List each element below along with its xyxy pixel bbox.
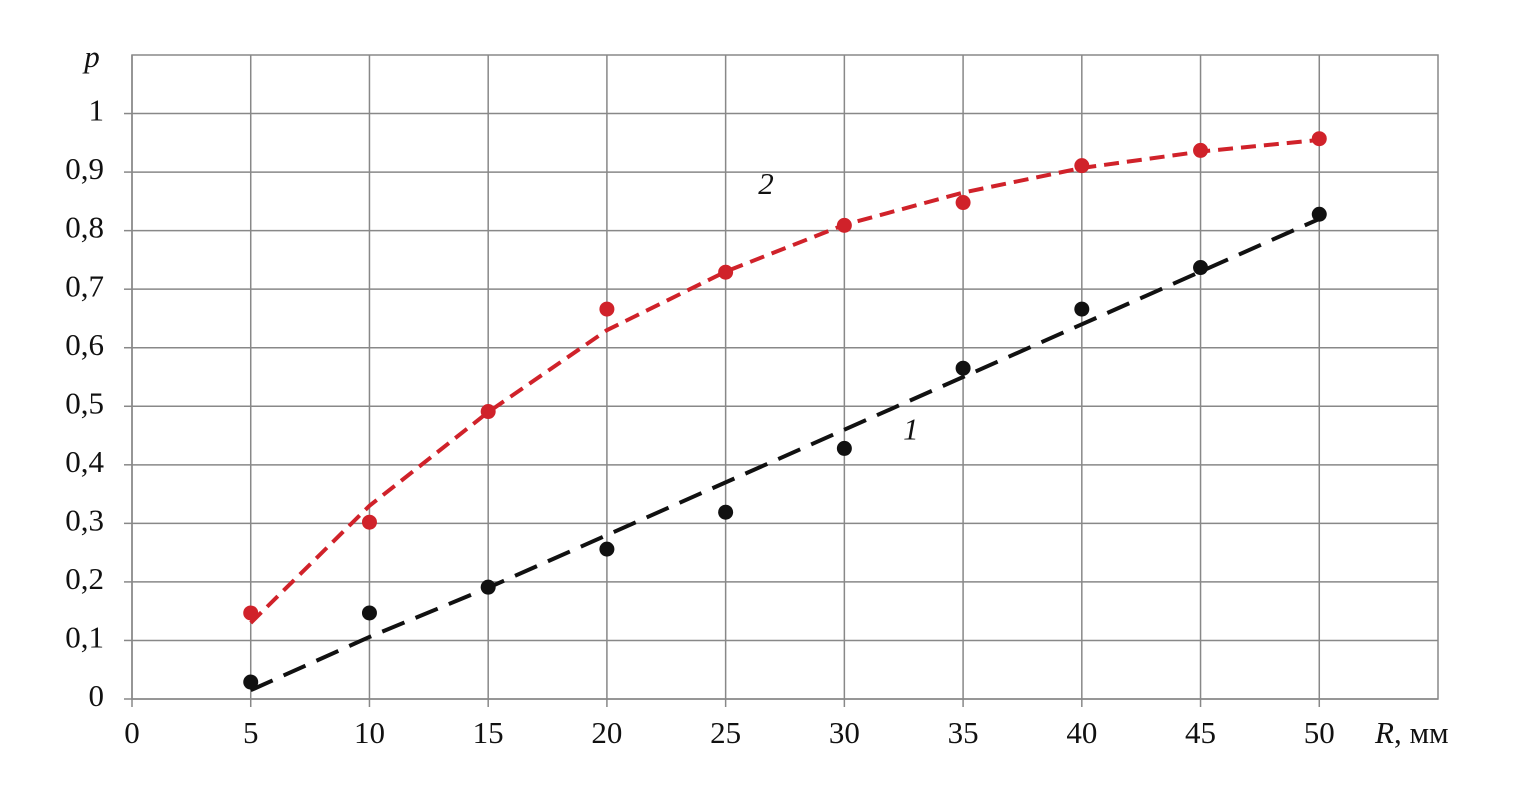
y-tick-label: 0,3 (65, 502, 104, 537)
x-tick-label: 30 (829, 715, 860, 750)
plot-frame (131, 54, 1439, 700)
x-axis-symbol: R (1374, 715, 1394, 750)
x-axis-unit: , мм (1394, 715, 1449, 750)
data-point (1193, 142, 1209, 158)
data-point (1311, 131, 1327, 147)
x-tick-label: 25 (710, 715, 741, 750)
data-point (599, 541, 615, 557)
data-point (361, 605, 377, 621)
trend-line (249, 137, 1320, 625)
data-point (836, 217, 852, 233)
data-point (1193, 260, 1209, 276)
data-point (955, 360, 971, 376)
data-point (243, 674, 259, 690)
y-tick-label: 0,4 (65, 444, 104, 479)
y-tick-label: 0,1 (65, 620, 104, 655)
x-tick-label: 50 (1304, 715, 1335, 750)
x-tick-label: 45 (1185, 715, 1216, 750)
x-tick-label: 15 (473, 715, 504, 750)
data-point (480, 579, 496, 595)
data-point (718, 504, 734, 520)
y-tick-label: 0,7 (65, 268, 104, 303)
y-tick-label: 1 (89, 93, 105, 128)
data-point (836, 440, 852, 456)
y-tick-label: 0,9 (65, 151, 104, 186)
data-point (955, 195, 971, 211)
annotation: 2 (758, 166, 774, 201)
data-point (361, 514, 377, 530)
x-tick-label: 5 (243, 715, 259, 750)
y-tick-label: 0,5 (65, 385, 104, 420)
data-point (480, 404, 496, 420)
data-point (1311, 206, 1327, 222)
x-tick-label: 20 (591, 715, 622, 750)
x-tick-label: 0 (124, 715, 140, 750)
data-point (1074, 301, 1090, 317)
y-tick-label: 0,8 (65, 210, 104, 245)
data-point (718, 264, 734, 280)
x-tick-label: 35 (948, 715, 979, 750)
x-axis-label: R, мм (1374, 715, 1449, 750)
y-tick-label: 0,2 (65, 561, 104, 596)
data-point (243, 605, 259, 621)
data-point (1074, 158, 1090, 174)
data-point (599, 301, 615, 317)
y-tick-label: 0,6 (65, 327, 104, 362)
annotation: 1 (903, 412, 919, 447)
y-axis-label: p (82, 39, 100, 74)
x-tick-label: 40 (1066, 715, 1097, 750)
y-tick-label: 0 (89, 678, 105, 713)
trend-line (249, 217, 1321, 693)
x-tick-label: 10 (354, 715, 385, 750)
